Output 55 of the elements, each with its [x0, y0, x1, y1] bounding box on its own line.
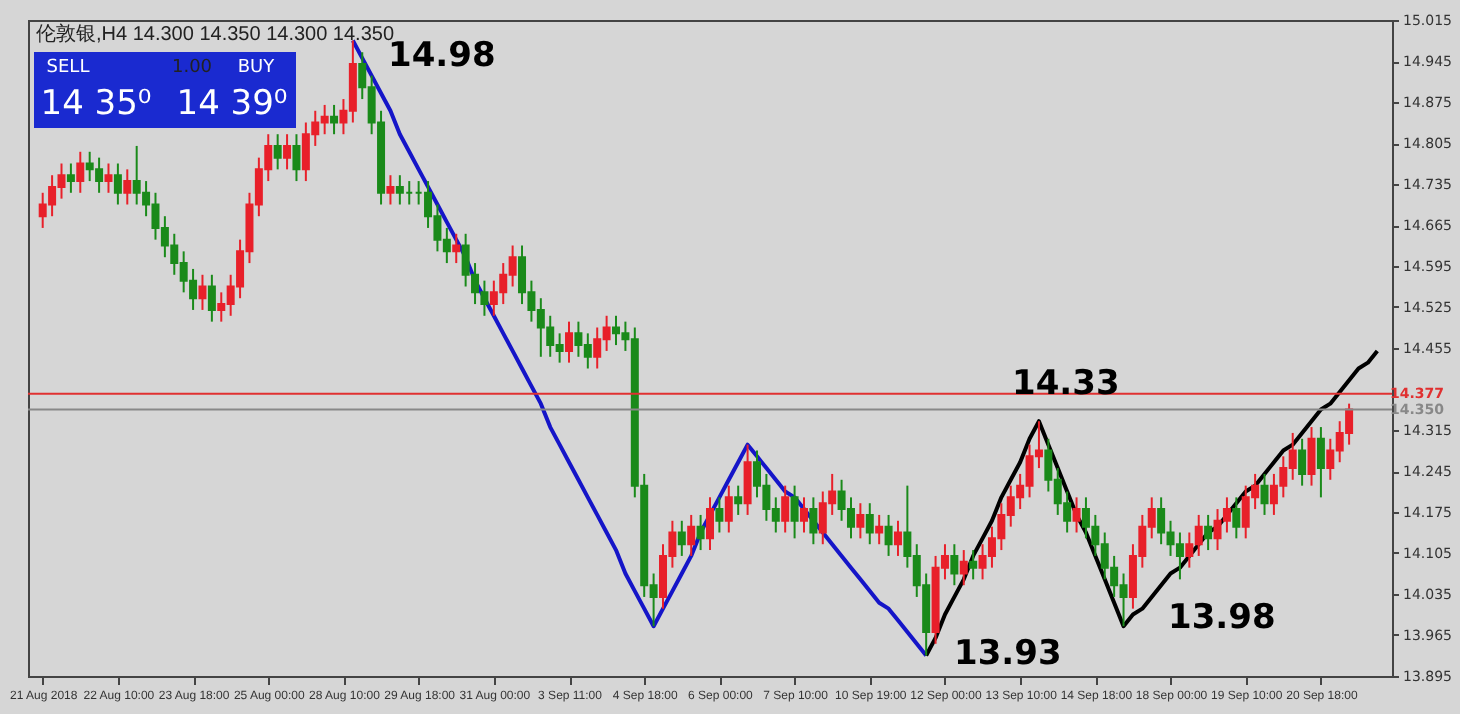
annotation: 14 35⁰ [40, 84, 152, 124]
candlestick [875, 513, 884, 546]
candlestick [273, 133, 282, 171]
candlestick [565, 320, 574, 364]
annotation: 13.98 [1168, 598, 1276, 638]
candlestick [884, 513, 893, 557]
annotation: 14 39⁰ [176, 84, 288, 124]
annotation: 13.93 [954, 634, 1062, 674]
candlestick [1260, 472, 1269, 516]
annotation: BUY [237, 58, 276, 78]
candlestick [330, 103, 339, 136]
candlestick [959, 549, 968, 587]
candlestick [395, 174, 404, 206]
candlestick [809, 496, 818, 546]
candlestick [706, 496, 714, 552]
candlestick [724, 484, 733, 534]
candlestick [781, 484, 790, 534]
candlestick [865, 502, 874, 546]
candlestick [518, 244, 527, 306]
candlestick [969, 549, 978, 581]
candlestick [283, 133, 292, 171]
candlestick [893, 519, 902, 557]
candlestick [687, 513, 696, 557]
annotation: SELL [46, 58, 90, 78]
candlestick [292, 133, 301, 183]
candlestick [1307, 426, 1316, 487]
annotation: 1.00 [171, 58, 213, 78]
candlestick [846, 496, 855, 540]
candlestick [790, 484, 799, 540]
candlestick [677, 519, 686, 557]
candlestick [856, 502, 865, 540]
candlestick [113, 162, 122, 206]
candlestick [452, 232, 461, 265]
candlestick [104, 162, 113, 194]
candlestick [207, 273, 216, 323]
candlestick [1072, 496, 1081, 534]
candlestick [1298, 437, 1307, 487]
candlestick [950, 543, 959, 587]
candlestick [66, 162, 75, 194]
candlestick [1222, 496, 1231, 534]
candlestick [612, 314, 621, 347]
candlestick [1204, 513, 1213, 552]
candlestick [76, 150, 85, 194]
line-series [350, 38, 929, 658]
candlestick [715, 496, 724, 534]
candlestick [743, 443, 752, 516]
candlestick [386, 174, 395, 206]
candlestick [799, 496, 808, 534]
candlestick [198, 273, 207, 311]
candlestick [1316, 426, 1325, 499]
candlestick [734, 484, 743, 516]
candlestick [696, 513, 705, 552]
candlestick [1175, 531, 1184, 581]
candlestick [123, 168, 132, 206]
candlestick [1232, 496, 1241, 540]
